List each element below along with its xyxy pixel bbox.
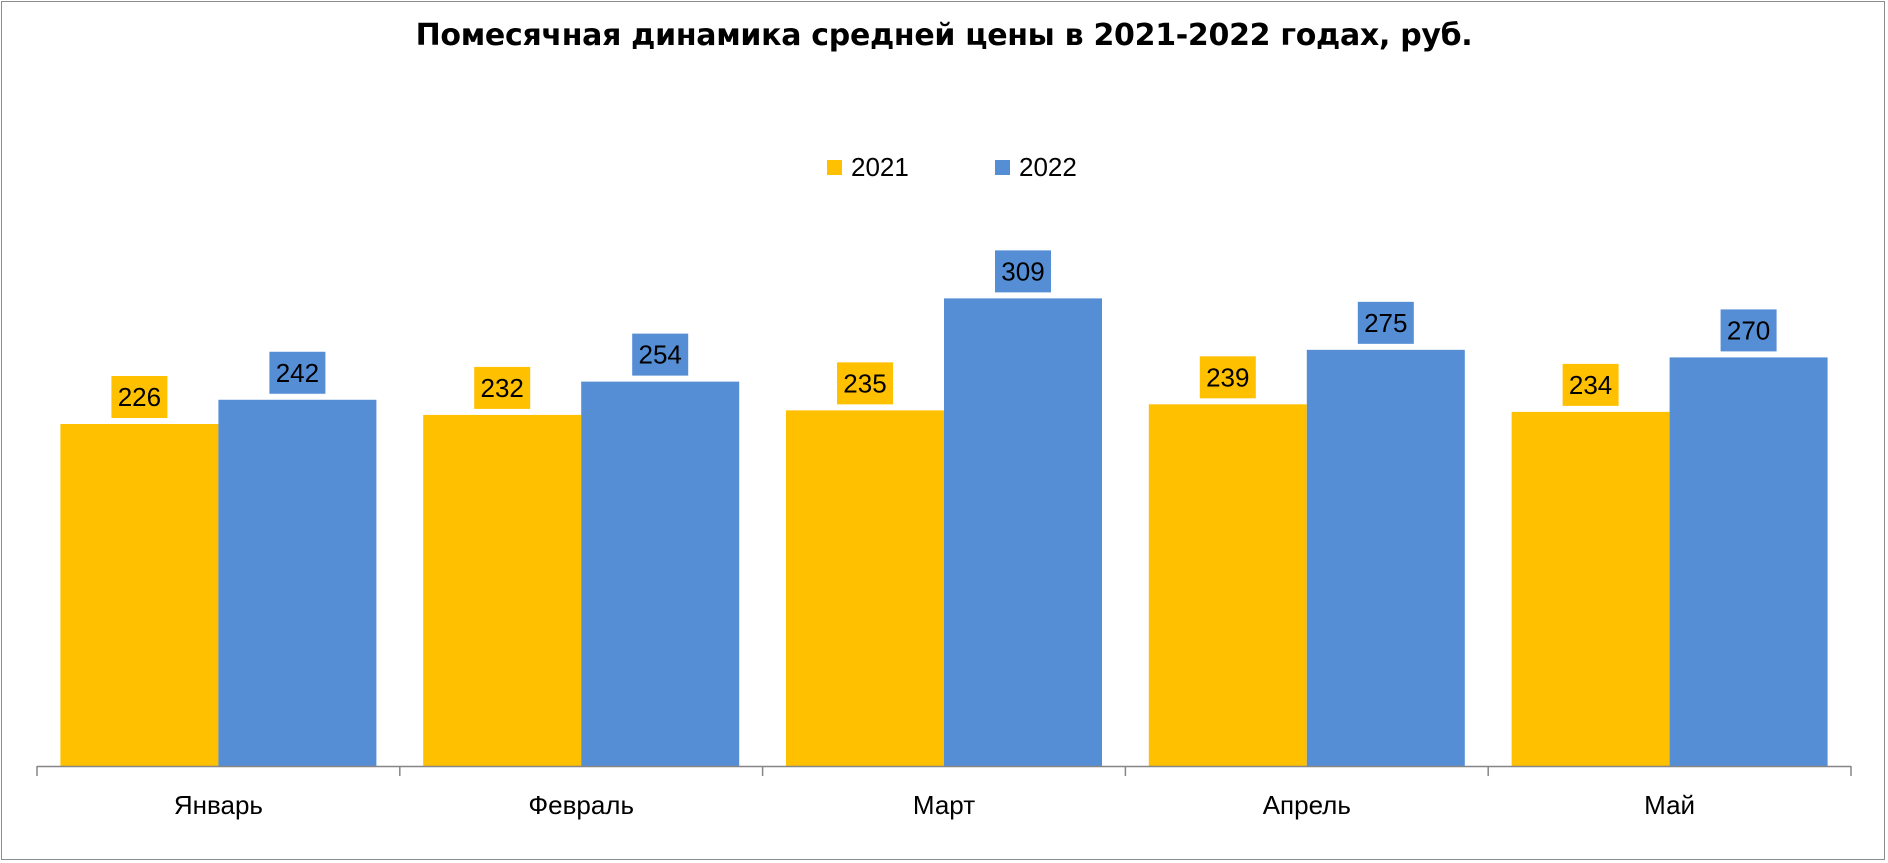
data-label-bg-2022-3 [995, 250, 1051, 293]
bar-2022-3 [944, 298, 1102, 766]
bar-2022-1 [218, 399, 377, 766]
data-label-2021-5: 234 [1569, 370, 1612, 400]
bar-2021-1 [60, 423, 219, 766]
legend-item-2022: 2022 [995, 152, 1077, 183]
bar-2021-3 [786, 410, 944, 766]
legend: 2021 2022 [0, 152, 1888, 182]
legend-swatch-2022 [995, 160, 1010, 175]
data-label-bg-2022-5 [1720, 309, 1777, 352]
legend-swatch-2021 [827, 160, 842, 175]
data-label-2022-5: 270 [1727, 315, 1770, 345]
data-label-bg-2022-1 [269, 351, 326, 394]
data-label-2022-2: 254 [639, 340, 682, 370]
data-label-bg-2021-5 [1562, 363, 1619, 406]
bar-2022-5 [1669, 357, 1828, 766]
x-tick-label-3: Март [913, 790, 975, 820]
data-label-bg-2021-2 [474, 366, 531, 409]
bar-2021-2 [423, 414, 582, 766]
legend-label-2022: 2022 [1019, 152, 1077, 182]
data-label-2021-1: 226 [118, 382, 161, 412]
bar-2022-2 [581, 381, 740, 766]
x-tick-label-5: Май [1644, 790, 1695, 820]
x-tick-label-2: Февраль [528, 790, 634, 820]
data-label-bg-2021-3 [837, 362, 893, 405]
legend-label-2021: 2021 [851, 152, 909, 182]
data-label-2022-3: 309 [1001, 256, 1044, 286]
x-tick-label-1: Январь [174, 790, 263, 820]
data-label-2022-4: 275 [1364, 308, 1407, 338]
data-label-2021-4: 239 [1206, 362, 1249, 392]
bar-2022-4 [1306, 349, 1465, 766]
x-tick-label-4: Апрель [1263, 790, 1351, 820]
legend-item-2021: 2021 [827, 152, 909, 183]
data-label-2022-1: 242 [276, 358, 319, 388]
data-label-2021-2: 232 [481, 373, 524, 403]
data-label-bg-2022-2 [632, 333, 689, 376]
chart-title: Помесячная динамика средней цены в 2021-… [415, 18, 1473, 53]
bar-2021-5 [1511, 411, 1670, 766]
bar-2021-4 [1148, 404, 1307, 766]
data-label-bg-2022-4 [1357, 301, 1414, 344]
data-label-2021-3: 235 [843, 368, 886, 398]
data-label-bg-2021-4 [1199, 356, 1256, 399]
data-label-bg-2021-1 [111, 375, 168, 418]
